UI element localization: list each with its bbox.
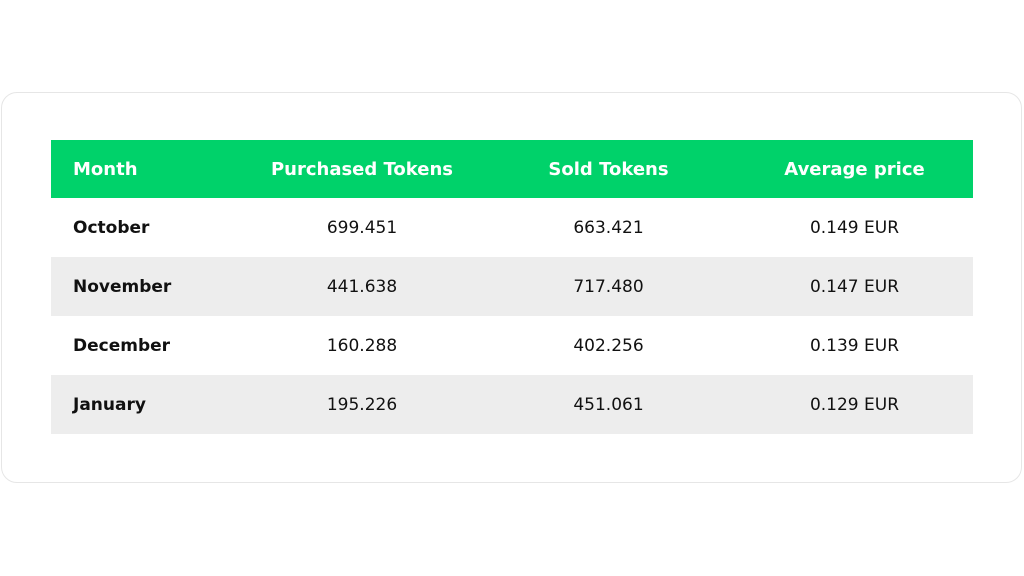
header-cell: Sold Tokens [481,140,736,198]
value-cell: 160.288 [326,335,398,356]
month-cell: October [73,217,150,238]
value-cell: 195.226 [243,375,481,434]
table-row: October 699.451 663.421 0.149 EUR [51,198,973,257]
table-row: November 441.638 717.480 0.147 EUR [51,257,973,316]
header-row: Month Purchased Tokens Sold Tokens Average … [51,140,973,198]
table-row: December 160.288 402.256 0.139 EUR [51,316,973,375]
header-cell: Month [51,140,243,198]
value-cell: 0.129 EUR [736,375,973,434]
value-cell: 717.480 [481,257,736,316]
value-cell: 0.139 EUR [809,335,900,356]
month-cell: January [51,375,243,434]
value-cell: 441.638 [243,257,481,316]
header-cell: Average price [736,140,973,198]
table: Month Purchased Tokens Sold Tokens Average … [51,140,973,434]
value-cell: 699.451 [326,217,398,238]
value-cell: 0.149 EUR [809,217,900,238]
header-cell: Purchased Tokens [243,140,481,198]
value-cell: 402.256 [573,335,644,356]
month-cell: November [51,257,243,316]
month-cell: December [73,335,171,356]
table-row: January 195.226 451.061 0.129 EUR [51,375,973,434]
value-cell: 451.061 [481,375,736,434]
value-cell: 0.147 EUR [736,257,973,316]
value-cell: 663.421 [573,217,644,238]
